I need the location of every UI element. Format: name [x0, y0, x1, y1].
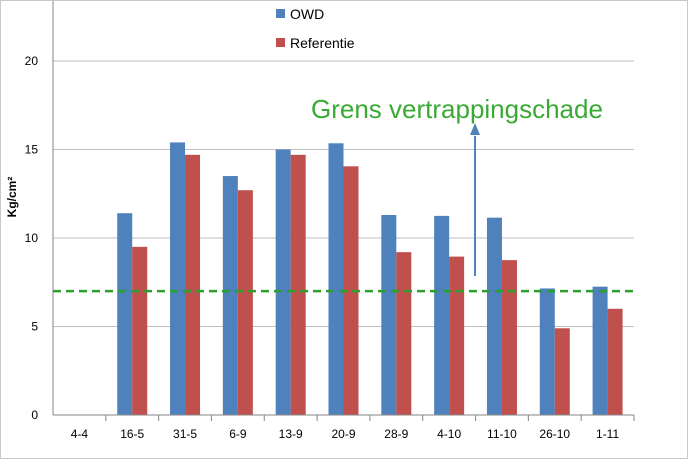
legend-swatch-referentie — [276, 38, 285, 47]
x-tick-label: 1-11 — [596, 427, 619, 441]
x-tick-label: 26-10 — [539, 427, 570, 441]
bar-owd-13-9 — [275, 149, 291, 415]
x-axis-ticks: 4-4 16-5 31-5 6-9 13-9 20-9 28-9 4-10 11-10 26-10… — [71, 427, 620, 441]
bar-owd-20-9 — [328, 143, 344, 415]
annotation-label: Grens vertrappingschade — [311, 94, 603, 124]
x-tick-label: 4-10 — [437, 427, 461, 441]
y-tick-label: 10 — [25, 231, 39, 245]
legend: OWD Referentie — [276, 6, 355, 51]
x-tick-label: 31-5 — [173, 427, 197, 441]
x-tick-label: 13-9 — [279, 427, 303, 441]
bar-referentie-26-10 — [554, 328, 570, 415]
y-tick-label: 0 — [31, 408, 38, 422]
bar-owd-16-5 — [117, 213, 133, 415]
bar-referentie-16-5 — [132, 246, 148, 415]
bar-owd-31-5 — [170, 142, 186, 416]
y-axis-ticks: 0 5 10 15 20 — [25, 54, 39, 422]
bar-owd-11-10 — [486, 217, 502, 415]
x-tick-label: 20-9 — [331, 427, 355, 441]
bar-owd-26-10 — [539, 288, 555, 415]
y-tick-label: 20 — [25, 54, 39, 68]
x-tick-label: 6-9 — [229, 427, 247, 441]
bar-owd-6-9 — [222, 176, 238, 415]
annotation: Grens vertrappingschade — [311, 94, 603, 276]
axes — [52, 1, 635, 421]
bar-referentie-28-9 — [396, 252, 412, 415]
x-tick-label: 28-9 — [384, 427, 408, 441]
y-axis-label: Kg/cm² — [5, 177, 19, 218]
x-tick-label: 4-4 — [71, 427, 89, 441]
bar-referentie-11-10 — [501, 260, 517, 415]
bar-owd-28-9 — [381, 214, 397, 415]
bars — [117, 142, 623, 416]
y-tick-label: 5 — [31, 320, 38, 334]
bar-owd-4-10 — [434, 215, 450, 415]
legend-label-referentie: Referentie — [290, 35, 355, 51]
bar-referentie-13-9 — [290, 154, 306, 415]
bar-referentie-6-9 — [237, 190, 253, 415]
x-tick-label: 16-5 — [120, 427, 144, 441]
legend-label-owd: OWD — [290, 6, 324, 22]
y-tick-label: 15 — [25, 143, 39, 157]
annotation-arrowhead — [470, 123, 480, 135]
legend-swatch-owd — [276, 9, 285, 18]
bar-referentie-20-9 — [343, 166, 359, 415]
x-tick-label: 11-10 — [487, 427, 517, 441]
bar-referentie-1-11 — [607, 308, 623, 415]
bar-referentie-4-10 — [449, 256, 465, 415]
bar-owd-1-11 — [592, 286, 608, 415]
bar-referentie-31-5 — [185, 154, 201, 415]
